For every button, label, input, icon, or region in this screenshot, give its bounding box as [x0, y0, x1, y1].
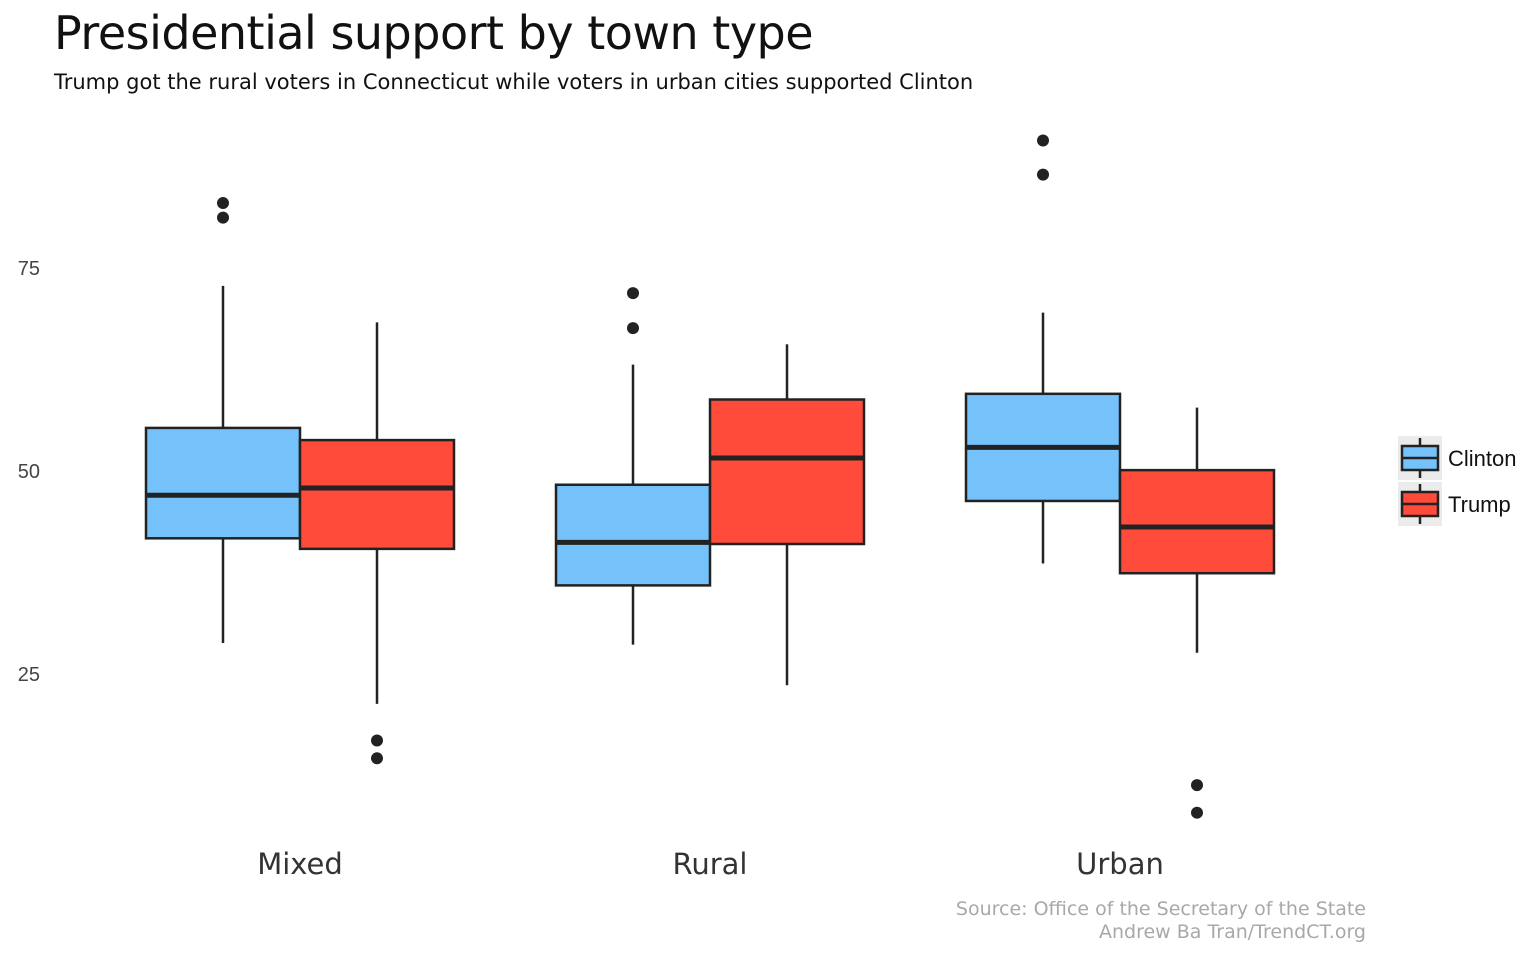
box-trump-rural [708, 344, 866, 686]
y-axis: 25 50 75 [18, 258, 40, 686]
chart-title: Presidential support by town type [54, 6, 814, 60]
x-axis: Mixed Rural Urban [257, 847, 1164, 881]
outlier-point [217, 197, 229, 210]
outlier-point [627, 322, 639, 335]
outlier-point [627, 287, 639, 300]
box-layer [144, 134, 1276, 819]
outlier-point [1037, 134, 1049, 147]
legend: Clinton Trump [1398, 436, 1516, 526]
legend-item-trump: Trump [1398, 482, 1511, 526]
box-iqr [708, 398, 866, 546]
outlier-point [371, 752, 383, 765]
box-iqr [298, 438, 456, 551]
box-clinton-urban [964, 134, 1122, 564]
box-trump-urban [1118, 407, 1276, 819]
box-clinton-rural [554, 287, 712, 645]
outlier-point [1191, 779, 1203, 792]
x-tick-label-rural: Rural [673, 847, 748, 881]
outlier-point [371, 734, 383, 747]
outlier-point [217, 211, 229, 224]
y-tick-label: 50 [18, 461, 40, 483]
legend-label: Trump [1448, 492, 1511, 517]
y-tick-label: 25 [18, 664, 40, 686]
legend-label: Clinton [1448, 446, 1516, 471]
chart-subtitle: Trump got the rural voters in Connecticu… [54, 70, 974, 94]
x-tick-label-urban: Urban [1076, 847, 1164, 881]
x-tick-label-mixed: Mixed [257, 847, 343, 881]
box-trump-mixed [298, 322, 456, 765]
caption-author: Andrew Ba Tran/TrendCT.org [1098, 921, 1366, 943]
box-iqr [1118, 468, 1276, 575]
box-iqr [554, 483, 712, 587]
outlier-point [1191, 806, 1203, 819]
outlier-point [1037, 168, 1049, 181]
box-iqr [144, 426, 302, 540]
caption-source: Source: Office of the Secretary of the S… [955, 898, 1366, 920]
box-clinton-mixed [144, 197, 302, 644]
y-tick-label: 75 [18, 258, 40, 280]
legend-item-clinton: Clinton [1398, 436, 1516, 480]
